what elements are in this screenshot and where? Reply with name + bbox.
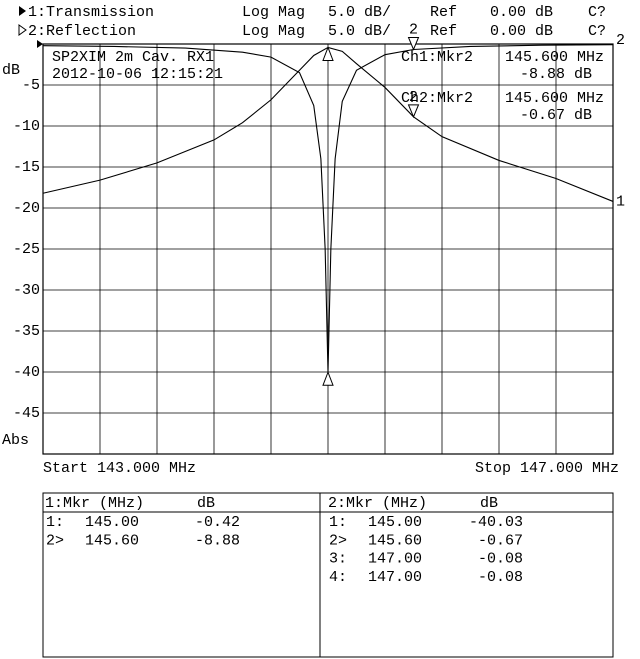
y-axis-label-bottom: Abs — [2, 432, 29, 449]
x-stop-label: Stop 147.000 MHz — [475, 460, 619, 477]
table-header: dB — [197, 495, 215, 512]
y-tick-label: -10 — [13, 118, 40, 135]
y-axis-label: dB — [2, 62, 20, 79]
channel-ref-value: 0.00 dB — [490, 23, 553, 40]
marker — [322, 46, 334, 61]
table-cell: 2> — [46, 532, 64, 549]
channel-ref-value: 0.00 dB — [490, 4, 553, 21]
table-cell: -8.88 — [195, 532, 240, 549]
table-cell: -0.08 — [478, 551, 523, 568]
channel-format: Log Mag — [242, 4, 305, 21]
channel-ref: Ref — [430, 4, 457, 21]
channel-format: Log Mag — [242, 23, 305, 40]
trace-label: 2 — [616, 32, 625, 49]
channel-scale: 5.0 dB/ — [328, 23, 391, 40]
y-tick-label: -45 — [13, 405, 40, 422]
channel-ref: Ref — [430, 23, 457, 40]
table-cell: 147.00 — [368, 569, 422, 586]
channel-name: 2:Reflection — [28, 23, 136, 40]
table-cell: 1: — [329, 514, 347, 531]
table-cell: 3: — [329, 551, 347, 568]
trace-label: 1 — [616, 193, 625, 210]
y-tick-label: -35 — [13, 323, 40, 340]
annotation: SP2XIM 2m Cav. RX1 — [52, 49, 214, 66]
table-cell: -0.67 — [478, 532, 523, 549]
ref-arrow — [37, 40, 43, 48]
table-cell: 145.00 — [85, 514, 139, 531]
y-tick-label: -30 — [13, 282, 40, 299]
y-tick-label: -5 — [22, 77, 40, 94]
table-header: 2:Mkr (MHz) — [328, 495, 427, 512]
channel-cal: C? — [588, 4, 606, 21]
table-cell: 145.00 — [368, 514, 422, 531]
marker — [322, 370, 334, 386]
table-cell: 1: — [46, 514, 64, 531]
y-tick-label: -15 — [13, 159, 40, 176]
readout-value: -0.67 dB — [520, 107, 592, 124]
y-tick-label: -20 — [13, 200, 40, 217]
table-cell: 145.60 — [85, 532, 139, 549]
channel-name: 1:Transmission — [28, 4, 154, 21]
marker — [407, 36, 420, 51]
y-tick-label: -40 — [13, 364, 40, 381]
table-cell: -40.03 — [469, 514, 523, 531]
table-header: dB — [480, 495, 498, 512]
marker — [407, 104, 420, 119]
table-frame — [42, 492, 614, 658]
table-cell: 4: — [329, 569, 347, 586]
annotation: 2012-10-06 12:15:21 — [52, 66, 223, 83]
channel-arrow — [18, 24, 27, 36]
readout-freq: 145.600 MHz — [505, 49, 604, 66]
readout-channel: Ch1:Mkr2 — [401, 49, 473, 66]
readout-value: -8.88 dB — [520, 66, 592, 83]
channel-scale: 5.0 dB/ — [328, 4, 391, 21]
active-channel-arrow — [19, 6, 26, 16]
y-tick-label: -25 — [13, 241, 40, 258]
table-cell: -0.42 — [195, 514, 240, 531]
readout-channel: Ch2:Mkr2 — [401, 90, 473, 107]
table-header: 1:Mkr (MHz) — [45, 495, 144, 512]
readout-freq: 145.600 MHz — [505, 90, 604, 107]
x-start-label: Start 143.000 MHz — [43, 460, 196, 477]
table-cell: 147.00 — [368, 551, 422, 568]
marker-label: 2 — [409, 21, 418, 38]
table-cell: 2> — [329, 532, 347, 549]
marker-label: 2 — [409, 89, 418, 106]
channel-cal: C? — [588, 23, 606, 40]
table-cell: 145.60 — [368, 532, 422, 549]
table-cell: -0.08 — [478, 569, 523, 586]
